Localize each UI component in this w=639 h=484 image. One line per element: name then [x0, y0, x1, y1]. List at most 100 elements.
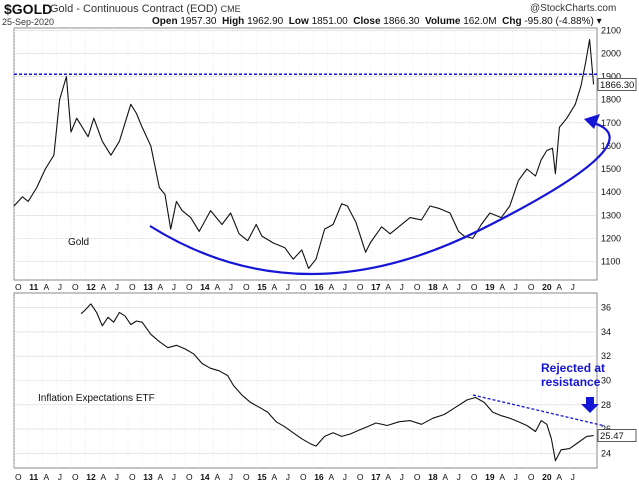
x-tick-label: 18: [428, 282, 438, 292]
x-tick-label: J: [400, 282, 404, 292]
x-tick-label: J: [229, 472, 233, 482]
x-tick-label: A: [43, 472, 49, 482]
x-tick-label: 20: [542, 472, 552, 482]
y-tick-label: 1400: [601, 187, 621, 197]
last-value-label: 1866.30: [600, 80, 634, 91]
x-tick-label: 19: [485, 282, 495, 292]
x-tick-label: J: [514, 282, 518, 292]
y-tick-label: 1200: [601, 233, 621, 243]
annotation-rejected: Rejected at: [541, 361, 605, 375]
x-tick-label: A: [385, 472, 391, 482]
x-tick-label: J: [343, 282, 347, 292]
x-tick-label: O: [471, 282, 478, 292]
x-tick-label: A: [214, 282, 220, 292]
x-tick-label: 20: [542, 282, 552, 292]
x-tick-label: A: [100, 472, 106, 482]
x-tick-label: O: [528, 282, 535, 292]
price-series-line: [80, 303, 594, 462]
trend-arrow-head: [584, 114, 600, 129]
y-tick-label: 2000: [601, 48, 621, 58]
x-tick-label: O: [243, 472, 250, 482]
x-tick-label: O: [186, 282, 193, 292]
x-tick-label: J: [172, 282, 176, 292]
x-tick-label: J: [58, 282, 62, 292]
x-tick-label: A: [556, 282, 562, 292]
x-tick-label: 18: [428, 472, 438, 482]
x-tick-label: J: [457, 282, 461, 292]
x-tick-label: O: [471, 472, 478, 482]
y-tick-label: 1100: [601, 257, 620, 267]
y-tick-label: 34: [601, 327, 611, 337]
x-tick-label: J: [400, 472, 404, 482]
symbol: $GOLD: [4, 1, 53, 17]
x-tick-label: A: [385, 282, 391, 292]
x-tick-label: O: [129, 282, 136, 292]
annotation-resistance: resistance: [541, 375, 601, 389]
x-tick-label: O: [357, 472, 364, 482]
x-tick-label: 14: [200, 472, 210, 482]
last-value-tag: [597, 78, 637, 91]
x-tick-label: 11: [29, 472, 38, 482]
x-tick-label: O: [15, 472, 22, 482]
x-tick-label: A: [442, 472, 448, 482]
x-tick-label: O: [357, 282, 364, 292]
x-tick-label: O: [186, 472, 193, 482]
y-tick-label: 32: [601, 351, 611, 361]
y-tick-label: 1600: [601, 141, 621, 151]
panel-frame: [13, 27, 598, 281]
x-tick-label: J: [172, 472, 176, 482]
x-tick-label: 17: [371, 472, 381, 482]
x-tick-label: A: [271, 472, 277, 482]
down-arrow: [581, 397, 599, 413]
x-tick-label: 19: [485, 472, 495, 482]
x-tick-label: J: [115, 472, 119, 482]
x-tick-label: A: [157, 472, 163, 482]
y-tick-label: 26: [601, 424, 611, 434]
x-tick-label: 15: [257, 472, 267, 482]
panel-title: Inflation Expectations ETF: [38, 393, 155, 404]
x-tick-label: J: [457, 472, 461, 482]
y-tick-label: 24: [601, 448, 611, 458]
x-tick-label: O: [243, 282, 250, 292]
x-tick-label: A: [556, 472, 562, 482]
price-series-line: [13, 39, 595, 269]
x-tick-label: O: [72, 472, 79, 482]
x-tick-label: A: [157, 282, 163, 292]
chevron-down-icon[interactable]: ▾: [596, 16, 602, 27]
instrument-name: Gold - Continuous Contract (EOD) CME: [50, 3, 241, 15]
x-tick-label: A: [499, 472, 505, 482]
x-tick-label: O: [72, 282, 79, 292]
x-tick-label: O: [300, 472, 307, 482]
x-tick-label: J: [229, 282, 233, 292]
x-tick-label: O: [300, 282, 307, 292]
last-value-tag: [597, 429, 637, 442]
bowl-trend-curve: [149, 120, 611, 276]
x-tick-label: 16: [314, 282, 324, 292]
x-tick-label: O: [414, 282, 421, 292]
stockcharts-logo: @StockCharts.com: [530, 3, 617, 14]
x-tick-label: O: [129, 472, 136, 482]
x-tick-label: 12: [86, 472, 96, 482]
chart-date: 25-Sep-2020: [2, 17, 55, 27]
x-tick-label: O: [15, 282, 22, 292]
x-tick-label: 14: [200, 282, 210, 292]
last-value-label: 25.47: [600, 431, 624, 442]
y-tick-label: 1900: [601, 72, 621, 82]
x-tick-label: A: [499, 282, 505, 292]
x-tick-label: J: [115, 282, 119, 292]
x-tick-label: J: [514, 472, 518, 482]
chart-header: $GOLD Gold - Continuous Contract (EOD) C…: [0, 0, 639, 28]
y-tick-label: 28: [601, 400, 611, 410]
x-tick-label: 13: [143, 472, 153, 482]
x-tick-label: 12: [86, 282, 96, 292]
x-tick-label: A: [214, 472, 220, 482]
x-tick-label: 16: [314, 472, 324, 482]
x-tick-label: J: [571, 282, 575, 292]
gold-panel: 1100 1200 1300 1400 1500 1600 1700 1800 1900 2000…: [13, 25, 637, 292]
x-tick-label: A: [328, 472, 334, 482]
y-tick-label: 1500: [601, 164, 621, 174]
y-tick-label: 1700: [601, 118, 621, 128]
y-tick-label: 2100: [601, 25, 621, 35]
